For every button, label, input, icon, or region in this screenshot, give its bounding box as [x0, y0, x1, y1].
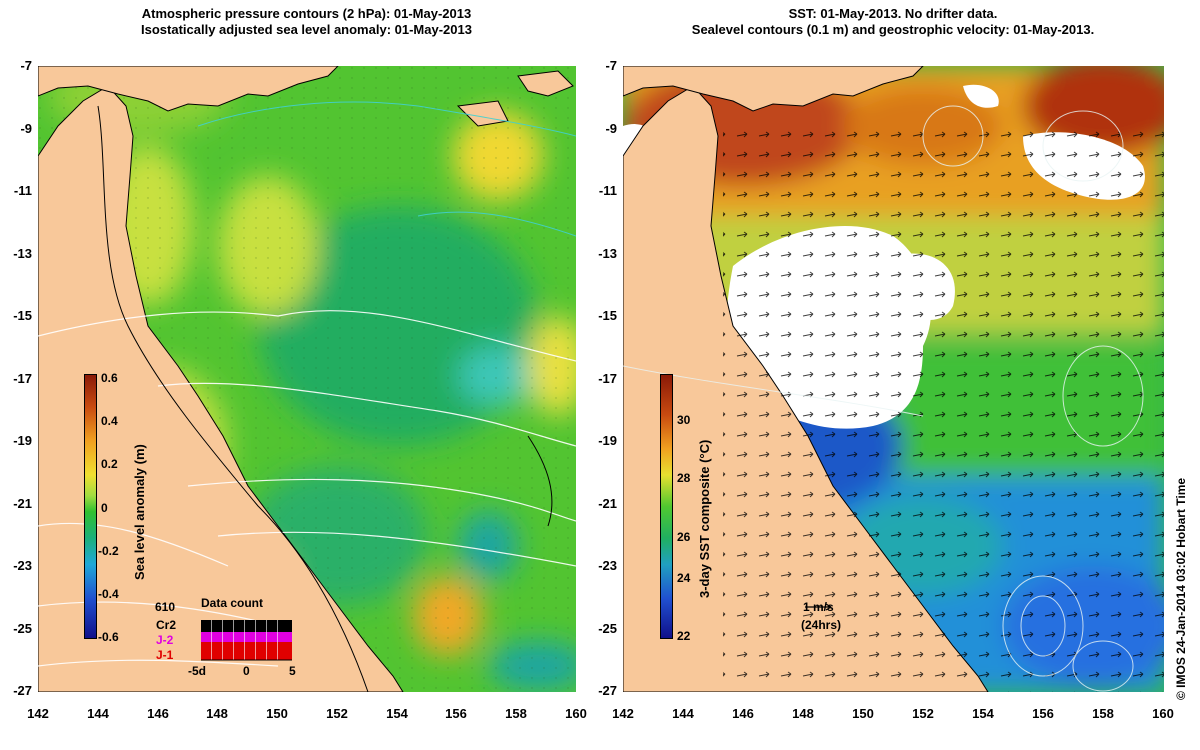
left-cb-tick-6: -0.6 [98, 630, 119, 644]
right-colorbar-label: 3-day SST composite (°C) [697, 439, 712, 598]
left-y-tick-9: -9 [20, 121, 32, 136]
left-x-tick-156: 156 [445, 706, 467, 721]
australia-land [38, 85, 404, 692]
right-map-svg [623, 66, 1164, 692]
right-colorbar [660, 374, 673, 639]
right-y-tick-19: -19 [598, 433, 617, 448]
left-y-tick-13: -13 [13, 246, 32, 261]
left-y-tick-17: -17 [13, 371, 32, 386]
right-y-tick-23: -23 [598, 558, 617, 573]
left-cb-tick-0: 0.6 [101, 371, 118, 385]
left-colorbar-label: Sea level anomaly (m) [132, 444, 147, 580]
left-x-tick-144: 144 [87, 706, 109, 721]
velocity-scale-label: 1 m/s [803, 600, 834, 614]
right-x-tick-158: 158 [1092, 706, 1114, 721]
right-x-tick-154: 154 [972, 706, 994, 721]
left-title-line1: Atmospheric pressure contours (2 hPa): 0… [141, 6, 472, 21]
left-title-line2: Isostatically adjusted sea level anomaly… [141, 22, 472, 37]
left-x-tick-154: 154 [386, 706, 408, 721]
left-x-tick-158: 158 [505, 706, 527, 721]
left-map-svg [38, 66, 576, 692]
left-map-sea-level-anomaly [38, 66, 576, 692]
right-map-sst: 1 m/s (24hrs) [623, 66, 1164, 692]
right-x-tick-146: 146 [732, 706, 754, 721]
left-y-tick-27: -27 [13, 683, 32, 698]
data-count-label-j2: J-2 [156, 633, 174, 647]
right-y-tick-25: -25 [598, 621, 617, 636]
right-y-tick-9: -9 [605, 121, 617, 136]
left-y-tick-23: -23 [13, 558, 32, 573]
left-x-tick-150: 150 [266, 706, 288, 721]
right-y-tick-13: -13 [598, 246, 617, 261]
right-x-tick-150: 150 [852, 706, 874, 721]
data-count-number: 610 [155, 600, 176, 614]
new-guinea-land-right [623, 66, 924, 112]
left-x-tick-146: 146 [147, 706, 169, 721]
right-x-tick-148: 148 [792, 706, 814, 721]
data-count-label-j1: J-1 [156, 648, 174, 662]
right-cb-tick-30: 30 [677, 413, 691, 427]
right-y-tick-11: -11 [598, 183, 617, 198]
right-cb-tick-28: 28 [677, 471, 691, 485]
left-colorbar [84, 374, 97, 639]
right-y-tick-27: -27 [598, 683, 617, 698]
left-x-tick-148: 148 [206, 706, 228, 721]
right-x-tick-156: 156 [1032, 706, 1054, 721]
velocity-scale-arrow [805, 603, 832, 611]
right-x-tick-152: 152 [912, 706, 934, 721]
right-y-tick-7: -7 [605, 58, 617, 73]
left-cb-tick-4: -0.2 [98, 544, 119, 558]
left-cb-tick-1: 0.4 [101, 414, 118, 428]
right-title-line1: SST: 01-May-2013. No drifter data. [788, 6, 998, 21]
data-count-bars [201, 620, 292, 660]
left-cb-tick-5: -0.4 [98, 587, 119, 601]
right-cb-tick-26: 26 [677, 530, 691, 544]
left-x-tick-142: 142 [27, 706, 49, 721]
right-y-tick-21: -21 [598, 496, 617, 511]
right-x-tick-142: 142 [612, 706, 634, 721]
right-y-tick-15: -15 [598, 308, 617, 323]
right-x-tick-144: 144 [672, 706, 694, 721]
new-guinea-land [38, 66, 339, 112]
data-count-label-cr2: Cr2 [156, 618, 177, 632]
left-x-tick-160: 160 [565, 706, 587, 721]
left-y-tick-25: -25 [13, 621, 32, 636]
data-count-axis-minus5: -5d [188, 664, 206, 678]
left-y-tick-7: -7 [20, 58, 32, 73]
left-y-tick-11: -11 [13, 183, 32, 198]
right-title-line2: Sealevel contours (0.1 m) and geostrophi… [691, 22, 1095, 37]
left-x-tick-152: 152 [326, 706, 348, 721]
data-count-chart [201, 620, 292, 661]
data-count-axis-5: 5 [289, 664, 296, 678]
credit-text: © IMOS 24-Jan-2014 03:02 Hobart Time [1174, 477, 1188, 700]
velocity-scale-sublabel: (24hrs) [801, 618, 842, 632]
right-cb-tick-22: 22 [677, 629, 691, 643]
right-y-tick-17: -17 [598, 371, 617, 386]
left-y-tick-19: -19 [13, 433, 32, 448]
right-x-tick-160: 160 [1152, 706, 1174, 721]
left-cb-tick-2: 0.2 [101, 457, 118, 471]
right-cb-tick-24: 24 [677, 571, 691, 585]
data-count-title: Data count [201, 596, 264, 610]
data-count-axis-0: 0 [243, 664, 250, 678]
left-cb-tick-3: 0 [101, 501, 108, 515]
left-y-tick-15: -15 [13, 308, 32, 323]
left-y-tick-21: -21 [13, 496, 32, 511]
